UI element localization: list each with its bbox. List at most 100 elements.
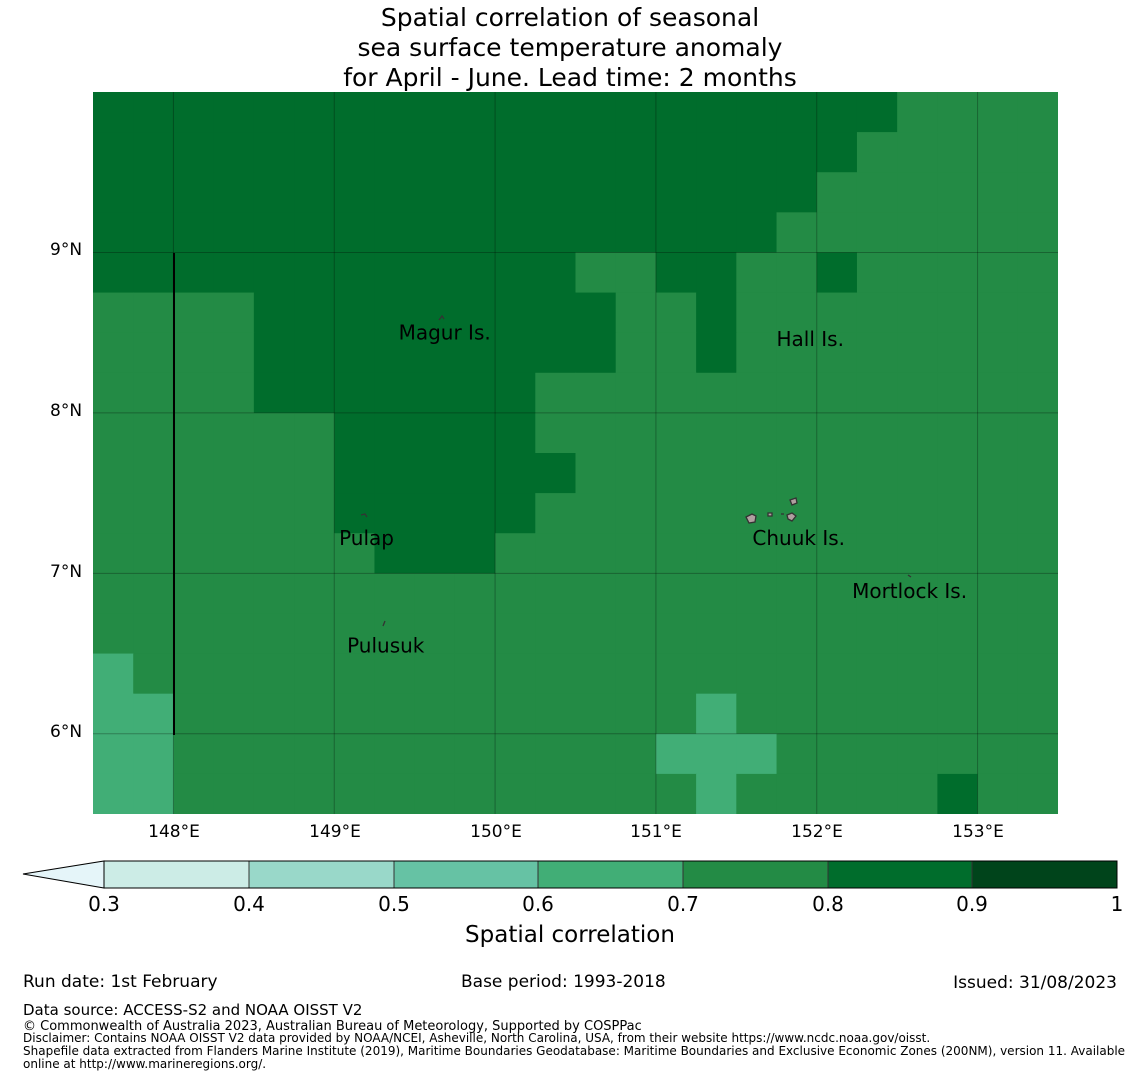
correlation-cell	[575, 172, 617, 213]
correlation-cell	[253, 613, 295, 655]
correlation-cell	[615, 693, 657, 735]
correlation-cell	[93, 292, 134, 334]
correlation-cell	[856, 653, 898, 695]
correlation-cell	[615, 533, 657, 574]
correlation-cell	[294, 372, 335, 414]
correlation-cell	[816, 613, 858, 655]
correlation-cell	[414, 533, 456, 574]
correlation-cell	[816, 292, 858, 334]
correlation-cell	[977, 212, 1019, 254]
correlation-cell	[816, 412, 858, 454]
correlation-cell	[1017, 292, 1058, 334]
y-tick-8n: 8°N	[50, 401, 83, 421]
correlation-cell	[454, 252, 496, 294]
correlation-cell	[133, 132, 175, 173]
correlation-cell	[615, 453, 657, 494]
correlation-cell	[977, 92, 1019, 133]
correlation-cell	[414, 493, 456, 534]
correlation-cell	[173, 252, 215, 294]
chuuk-island-shape-1	[745, 513, 757, 524]
correlation-cell	[535, 252, 577, 294]
correlation-cell	[173, 453, 215, 494]
correlation-cell	[294, 172, 335, 213]
pulap-island-shape	[360, 513, 368, 518]
disclaimer-note: Disclaimer: Contains NOAA OISST V2 data …	[23, 1031, 931, 1045]
chuuk-island-shape-3	[789, 497, 798, 506]
correlation-cell	[133, 372, 175, 414]
correlation-cell	[374, 372, 416, 414]
correlation-cell	[253, 132, 295, 173]
correlation-cell	[575, 292, 617, 334]
correlation-cell	[575, 613, 617, 655]
correlation-cell	[495, 332, 536, 374]
correlation-cell	[334, 252, 376, 294]
correlation-cell	[897, 252, 938, 294]
correlation-cell	[133, 693, 175, 735]
correlation-cell	[736, 172, 778, 213]
correlation-cell	[856, 92, 898, 133]
correlation-cell	[93, 573, 134, 615]
x-tick-149e: 149°E	[309, 822, 361, 842]
correlation-cell	[454, 372, 496, 414]
colorbar-label-0.5: 0.5	[378, 892, 410, 916]
correlation-cell	[253, 533, 295, 574]
correlation-cell	[173, 92, 215, 133]
correlation-cell	[937, 172, 979, 213]
correlation-cell	[294, 332, 335, 374]
correlation-cell	[575, 252, 617, 294]
correlation-cell	[977, 132, 1019, 173]
shapefile-note-line-2: online at http://www.marineregions.org/.	[23, 1057, 267, 1071]
correlation-cell	[856, 453, 898, 494]
issued-date: Issued: 31/08/2023	[953, 973, 1117, 993]
correlation-cell	[937, 252, 979, 294]
correlation-cell	[776, 733, 818, 775]
island-outlines	[360, 314, 912, 627]
correlation-cell	[937, 653, 979, 695]
correlation-cell	[253, 453, 295, 494]
x-tick-152e: 152°E	[791, 822, 843, 842]
correlation-cell	[897, 212, 938, 254]
correlation-cell	[334, 453, 376, 494]
chart-title-line-3: for April - June. Lead time: 2 months	[343, 63, 797, 92]
colorbar-segment-0.7-0.8	[683, 861, 828, 888]
correlation-cell	[696, 693, 737, 735]
correlation-cell	[454, 292, 496, 334]
correlation-cell	[977, 653, 1019, 695]
correlation-cell	[213, 693, 255, 735]
chart-title-line-1: Spatial correlation of seasonal	[380, 3, 760, 32]
correlation-cell	[977, 172, 1019, 213]
correlation-cell	[173, 292, 215, 334]
correlation-cell	[655, 613, 697, 655]
correlation-cell	[414, 372, 456, 414]
correlation-cell	[696, 573, 737, 615]
correlation-cell	[495, 653, 536, 695]
correlation-cell	[414, 653, 456, 695]
correlation-cell	[816, 132, 858, 173]
correlation-cell	[93, 613, 134, 655]
correlation-cell	[615, 773, 657, 814]
correlation-cell	[253, 493, 295, 534]
correlation-cell	[414, 733, 456, 775]
correlation-cell	[655, 332, 697, 374]
correlation-cell	[776, 412, 818, 454]
correlation-cell	[1017, 493, 1058, 534]
correlation-cell	[374, 533, 416, 574]
chuuk-island-shape-4	[786, 512, 797, 522]
correlation-cell	[615, 412, 657, 454]
correlation-cell	[897, 332, 938, 374]
correlation-cell	[535, 292, 577, 334]
correlation-cell	[1017, 332, 1058, 374]
correlation-cell	[213, 92, 255, 133]
correlation-cell	[736, 292, 778, 334]
correlation-cell	[736, 773, 778, 814]
correlation-cell	[495, 773, 536, 814]
correlation-cell	[495, 493, 536, 534]
map-svg: Magur Is. Hall Is. Pulap Chuuk Is. Mortlock …	[93, 92, 1058, 814]
correlation-cell	[696, 132, 737, 173]
correlation-cell	[696, 412, 737, 454]
correlation-cell	[294, 412, 335, 454]
place-label: Magur Is.	[399, 321, 491, 345]
correlation-cell	[696, 653, 737, 695]
correlation-cell	[133, 252, 175, 294]
correlation-cell	[856, 493, 898, 534]
